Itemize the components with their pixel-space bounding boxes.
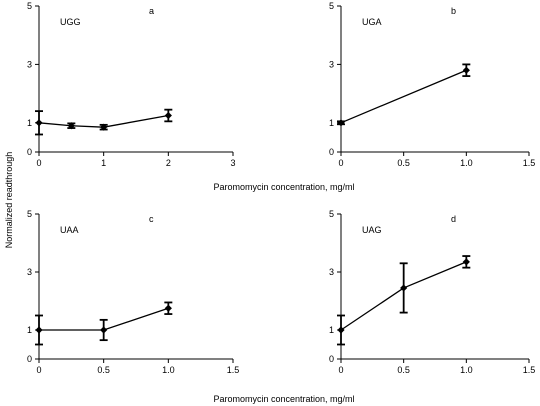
y-tick-label: 3 — [329, 267, 334, 277]
x-tick-label: 1 — [101, 158, 106, 168]
y-tick-label: 1 — [329, 118, 334, 128]
codon-label: UGA — [362, 17, 382, 27]
y-tick-label: 0 — [329, 147, 334, 157]
y-tick-label: 0 — [27, 147, 32, 157]
x-tick-label: 0 — [338, 365, 343, 375]
x-tick-label: 0 — [36, 158, 41, 168]
y-tick-label: 1 — [27, 118, 32, 128]
data-point — [462, 66, 470, 74]
data-point — [35, 326, 43, 334]
y-tick-label: 3 — [329, 59, 334, 69]
x-tick-label: 1.0 — [162, 365, 175, 375]
data-point — [100, 326, 108, 334]
x-tick-label: 1.5 — [523, 365, 536, 375]
y-tick-label: 0 — [27, 354, 32, 364]
x-tick-label: 1.0 — [460, 365, 473, 375]
series-line — [38, 114, 169, 128]
y-tick-label: 5 — [27, 1, 32, 11]
panels: 0 1 3 5 0 1 2 3 UGG a 0 1 3 5 0 0.5 1.0 1.5 UGA b 0 1 3 5 0 0.5 1.… — [27, 1, 535, 375]
y-tick-label: 5 — [27, 209, 32, 219]
x-tick-label: 0.5 — [97, 365, 110, 375]
data-point — [462, 258, 470, 266]
panel-d: 0 1 3 5 0 0.5 1.0 1.5 UAG d — [329, 209, 535, 375]
data-point — [164, 111, 172, 120]
panel-letter: a — [149, 6, 154, 16]
x-axis-label-top: Paromomycin concentration, mg/ml — [213, 182, 354, 192]
data-point — [337, 119, 345, 127]
panel-letter: c — [149, 214, 154, 224]
x-tick-label: 3 — [230, 158, 235, 168]
codon-label: UAA — [60, 225, 79, 235]
x-tick-label: 0 — [338, 158, 343, 168]
y-axis-label: Normalized readthrough — [4, 152, 14, 249]
panel-c: 0 1 3 5 0 0.5 1.0 1.5 UAA c — [27, 209, 239, 375]
data-point — [164, 304, 172, 312]
y-tick-label: 3 — [27, 267, 32, 277]
x-tick-label: 0.5 — [397, 158, 410, 168]
y-tick-label: 1 — [27, 325, 32, 335]
data-point — [67, 122, 75, 130]
codon-label: UAG — [362, 225, 382, 235]
x-tick-label: 2 — [166, 158, 171, 168]
x-tick-label: 1.5 — [227, 365, 240, 375]
data-point — [35, 119, 43, 127]
y-tick-label: 5 — [329, 1, 334, 11]
x-axis-label-bottom: Paromomycin concentration, mg/ml — [213, 394, 354, 404]
y-tick-label: 5 — [329, 209, 334, 219]
series-line — [340, 69, 467, 124]
data-point — [100, 123, 108, 131]
panel-letter: d — [451, 214, 456, 224]
x-tick-label: 1.0 — [460, 158, 473, 168]
y-tick-label: 3 — [27, 59, 32, 69]
y-tick-label: 0 — [329, 354, 334, 364]
x-tick-label: 0.5 — [397, 365, 410, 375]
y-tick-label: 1 — [329, 325, 334, 335]
data-point — [337, 326, 345, 334]
x-tick-label: 1.5 — [523, 158, 536, 168]
x-tick-label: 0 — [36, 365, 41, 375]
panel-letter: b — [451, 6, 456, 16]
codon-label: UGG — [60, 17, 81, 27]
panel-a: 0 1 3 5 0 1 2 3 UGG a — [27, 1, 236, 168]
data-point — [400, 284, 408, 292]
panel-b: 0 1 3 5 0 0.5 1.0 1.5 UGA b — [329, 1, 535, 168]
